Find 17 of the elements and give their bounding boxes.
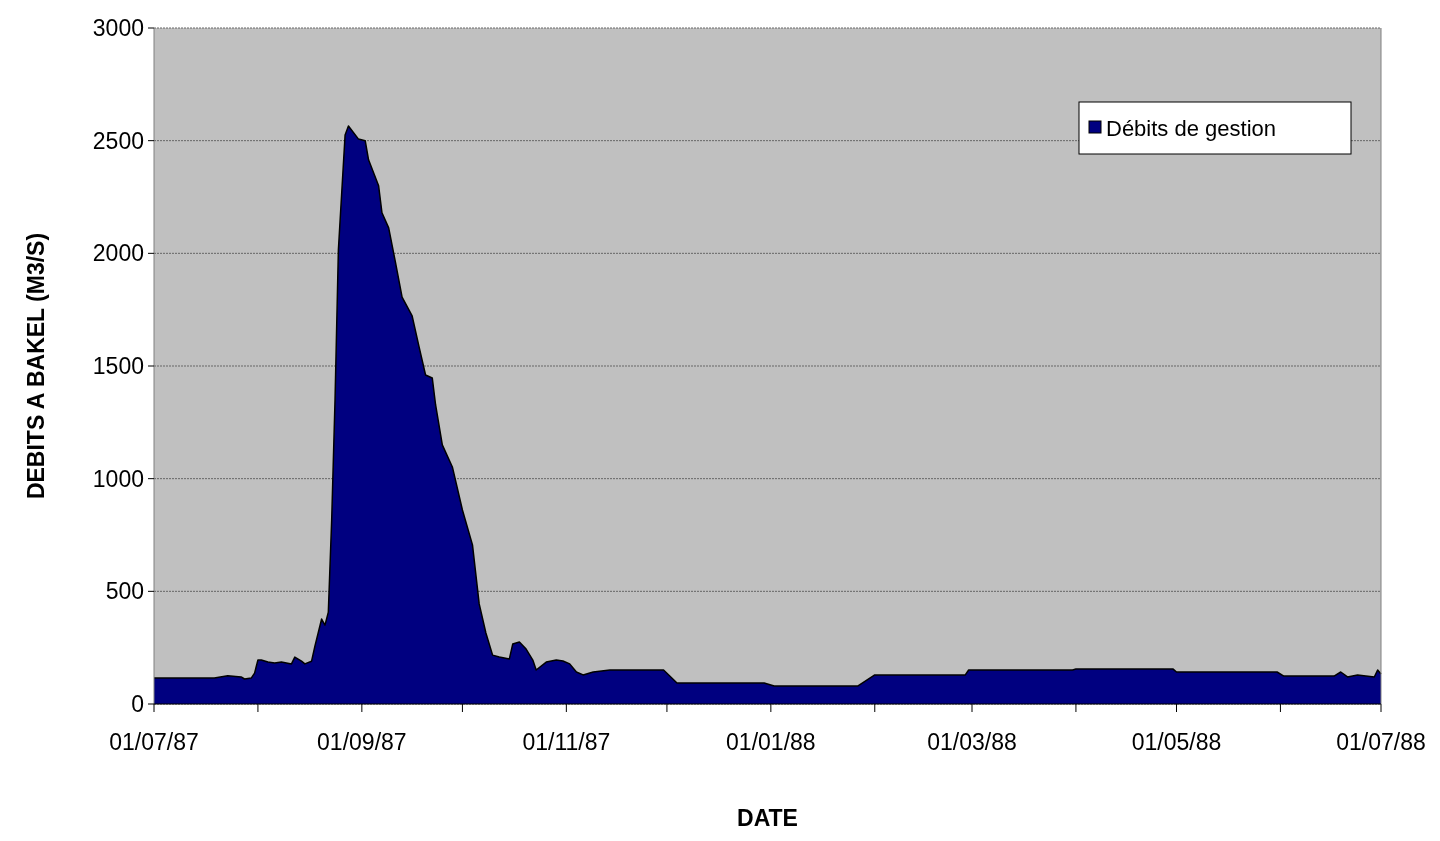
y-axis-title: DEBITS A BAKEL (M3/S) xyxy=(23,232,49,500)
y-tick-label: 3000 xyxy=(92,15,144,42)
x-axis-title: DATE xyxy=(737,805,798,831)
x-tick-label: 01/05/88 xyxy=(1131,729,1222,755)
y-tick-label: 500 xyxy=(105,578,144,605)
y-tick-label: 1000 xyxy=(92,465,144,492)
x-tick-label: 01/03/88 xyxy=(927,729,1017,755)
y-tick-label: 0 xyxy=(131,691,144,718)
legend-label: Débits de gestion xyxy=(1106,115,1276,141)
x-tick-label: 01/07/88 xyxy=(1336,729,1426,755)
x-tick-label: 01/07/87 xyxy=(109,729,199,755)
y-tick-label: 1500 xyxy=(92,353,144,380)
x-tick-label: 01/01/88 xyxy=(726,729,816,755)
x-tick-label: 01/11/87 xyxy=(522,729,611,755)
x-tick-label: 01/09/87 xyxy=(317,729,407,755)
y-tick-label: 2500 xyxy=(92,127,144,154)
y-tick-label: 2000 xyxy=(92,240,144,267)
